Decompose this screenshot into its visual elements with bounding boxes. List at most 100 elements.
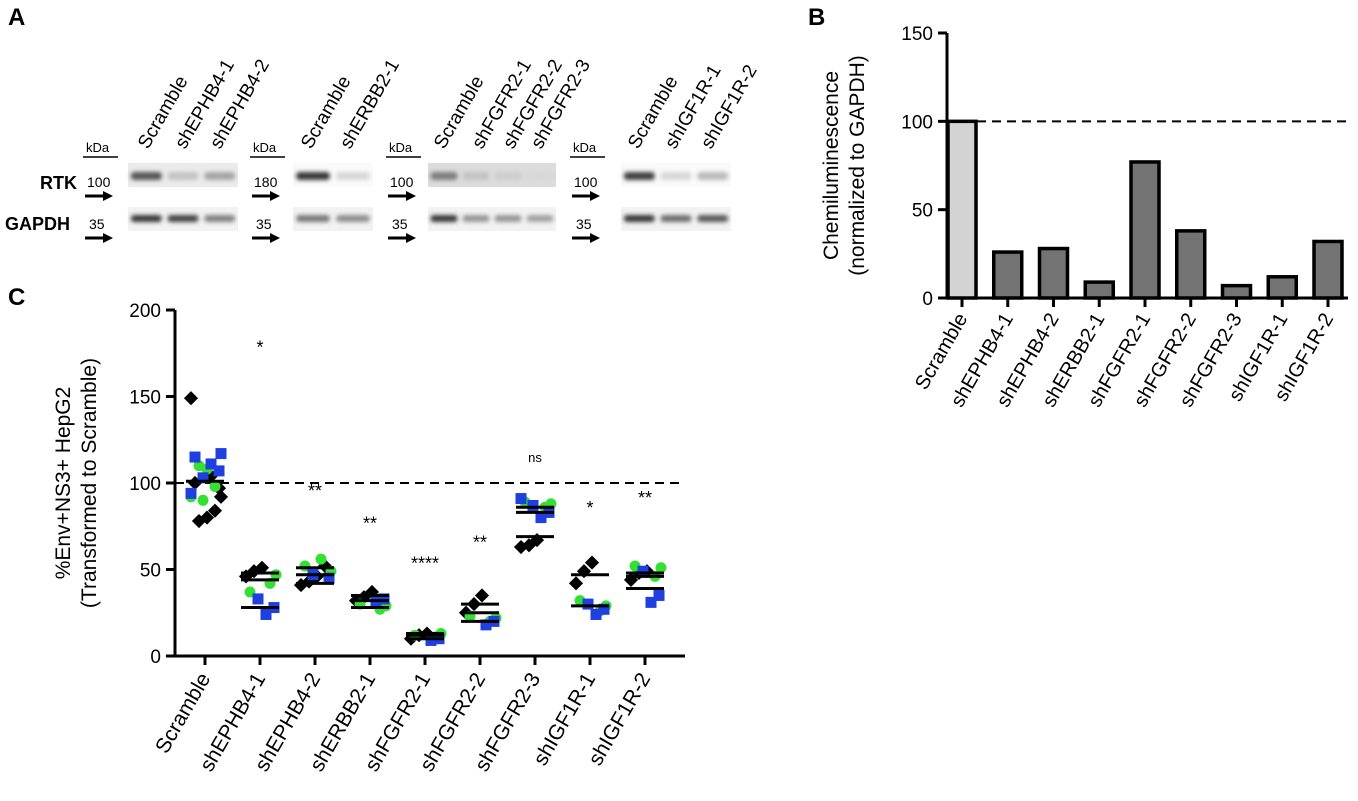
bar [1175, 229, 1207, 300]
gapdh-band [526, 215, 554, 222]
rtk-row-label: RTK [40, 173, 77, 193]
gapdh-kda-value: 35 [256, 216, 272, 232]
gapdh-kda-value: 35 [392, 216, 408, 232]
y-tick-label: 200 [129, 301, 161, 322]
gapdh-band [697, 215, 729, 222]
data-point-blue-square [197, 472, 209, 484]
gapdh-kda-value: 35 [576, 216, 592, 232]
marker-arrow-head [590, 233, 600, 243]
rtk-band [336, 172, 370, 180]
data-point-blue-square [215, 448, 227, 460]
data-point-blue-square [370, 596, 382, 608]
gapdh-band [430, 215, 458, 222]
bar [946, 119, 978, 300]
lane-label: shERBB2-1 [336, 56, 404, 152]
gapdh-band [660, 215, 692, 222]
data-point-blue-square [598, 603, 610, 615]
rtk-band [660, 172, 692, 180]
y-tick-label: 50 [140, 561, 161, 582]
data-point-blue-square [213, 465, 225, 477]
y-axis-label-line1: %Env+NS3+ HepG2 [52, 387, 75, 580]
marker-arrow-head [406, 191, 416, 201]
y-axis-label-line2: (Transformed to Scramble) [78, 358, 101, 608]
data-point-blue-square [535, 512, 547, 524]
y-tick-label: 50 [912, 201, 933, 222]
data-point-black-diamond [207, 503, 223, 518]
significance-label: ** [638, 488, 652, 508]
marker-arrow-head [270, 233, 280, 243]
gapdh-band [204, 215, 236, 222]
significance-label: ** [308, 481, 322, 501]
y-tick-label: 150 [901, 24, 933, 45]
rtk-band [430, 172, 458, 180]
kda-label: kDa [253, 140, 277, 155]
data-point-green-circle [197, 494, 209, 506]
marker-arrow-head [406, 233, 416, 243]
panel-b-letter: B [808, 4, 825, 31]
significance-label: ** [473, 533, 487, 553]
bar [1220, 283, 1253, 300]
y-tick-label: 100 [901, 112, 933, 133]
rtk-kda-value: 180 [254, 174, 278, 190]
y-tick-label: 0 [150, 647, 161, 668]
marker-arrow-head [103, 233, 113, 243]
y-tick-label: 100 [129, 474, 161, 495]
rtk-band [697, 172, 729, 180]
gapdh-band [494, 215, 522, 222]
gapdh-band [167, 215, 199, 222]
data-point-blue-square [590, 608, 602, 620]
data-point-blue-square [425, 634, 437, 646]
y-tick-label: 0 [922, 289, 933, 310]
y-tick-label: 150 [129, 388, 161, 409]
x-tick-label: Scramble [151, 669, 215, 757]
data-point-green-circle [209, 480, 221, 492]
panel-c-letter: C [8, 284, 25, 311]
data-point-green-circle [315, 553, 327, 565]
gapdh-band [462, 215, 490, 222]
significance-label: ** [363, 514, 377, 534]
data-point-black-diamond [254, 560, 270, 575]
significance-label: * [256, 337, 263, 357]
data-point-blue-square [653, 589, 665, 601]
kda-label: kDa [389, 140, 413, 155]
bar [1266, 275, 1298, 300]
data-point-blue-square [189, 451, 201, 463]
kda-label: kDa [86, 140, 110, 155]
bar [1129, 160, 1161, 300]
gapdh-row-label: GAPDH [5, 214, 70, 234]
data-point-blue-square [185, 487, 197, 499]
rtk-band [167, 172, 199, 180]
rtk-band [130, 172, 162, 180]
data-point-blue-square [323, 572, 335, 584]
gapdh-band [623, 215, 655, 222]
gapdh-band [336, 215, 370, 222]
y-axis-label-line2: (normalized to GAPDH) [846, 55, 869, 276]
bar-chart-panel: 050100150ScrambleshEPHB4-1shEPHB4-2shERB… [820, 24, 1348, 411]
data-point-green-circle [655, 562, 667, 574]
scatter-chart-panel: ***********ns***050100150200ScrambleshEP… [52, 301, 685, 776]
rtk-kda-value: 100 [87, 174, 111, 190]
rtk-band [296, 172, 330, 180]
y-axis-label-line1: Chemiluminescence [820, 71, 843, 260]
kda-label: kDa [573, 140, 597, 155]
data-point-black-diamond [199, 510, 215, 525]
data-point-blue-square [637, 565, 649, 577]
bar [1083, 280, 1115, 300]
data-point-blue-square [205, 458, 217, 470]
rtk-band [204, 172, 236, 180]
data-point-blue-square [378, 593, 390, 605]
rtk-band [494, 172, 522, 180]
rtk-band [462, 172, 490, 180]
data-point-black-diamond [474, 588, 490, 603]
significance-label: * [586, 498, 593, 518]
data-point-blue-square [582, 598, 594, 610]
rtk-band [526, 172, 554, 180]
data-point-black-diamond [584, 555, 600, 570]
data-point-blue-square [645, 596, 657, 608]
marker-arrow-head [270, 191, 280, 201]
panel-a-letter: A [8, 4, 25, 31]
marker-arrow-head [103, 191, 113, 201]
rtk-kda-value: 100 [390, 174, 414, 190]
western-blot-panel: kDa10035ScrambleshEPHB4-1shEPHB4-2kDa180… [83, 56, 762, 243]
